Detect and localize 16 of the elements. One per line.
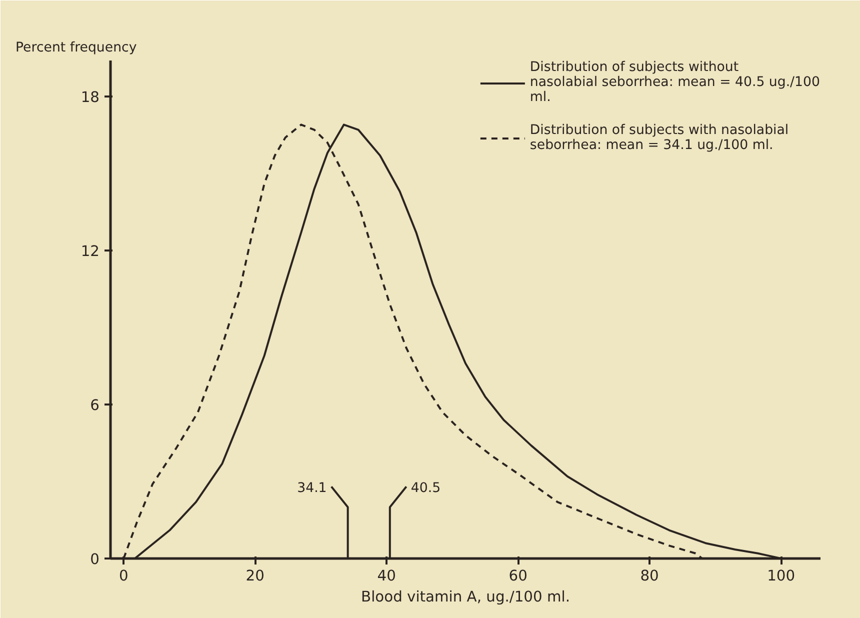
x-tick-label: 0 bbox=[118, 568, 128, 584]
x-tick-label: 40 bbox=[377, 568, 396, 584]
x-tick-label: 60 bbox=[508, 568, 528, 584]
y-tick-label: 6 bbox=[90, 396, 100, 414]
x-tick-label: 80 bbox=[640, 568, 659, 584]
x-tick-label: 100 bbox=[767, 568, 796, 584]
x-tick-label: 20 bbox=[246, 568, 264, 584]
y-tick-label: 12 bbox=[80, 242, 100, 260]
legend-label: Distribution of subjects with nasolabial seborrhea: mean = 34.1 ug./100 ml. bbox=[530, 123, 789, 153]
y-tick-label: 18 bbox=[80, 88, 100, 106]
y-tick-label: 0 bbox=[90, 551, 100, 568]
ref-line-label: 34.1 bbox=[297, 480, 327, 496]
ref-line-label: 40.5 bbox=[410, 480, 441, 496]
legend-label: Distribution of subjects without nasolabial seborrhea: mean = 40.5 ug./100 ml. bbox=[530, 60, 820, 105]
y-axis-title: Percent frequency bbox=[16, 40, 137, 56]
x-axis-title: Blood vitamin A, ug./100 ml. bbox=[361, 588, 570, 606]
